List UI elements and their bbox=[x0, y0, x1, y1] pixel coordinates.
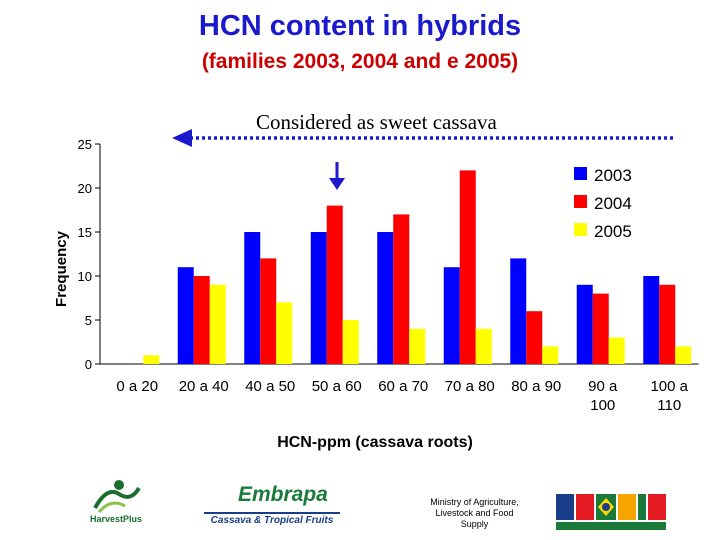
y-tick-label: 20 bbox=[78, 181, 92, 196]
legend-label-2005: 2005 bbox=[594, 222, 632, 241]
bar-2003-9 bbox=[643, 276, 660, 364]
x-tick-label: 100 bbox=[590, 397, 615, 414]
bar-2003-4 bbox=[310, 232, 327, 364]
legend-swatch-2005 bbox=[574, 223, 587, 236]
brazilian-government-logo bbox=[556, 494, 666, 530]
y-tick-label: 10 bbox=[78, 269, 92, 284]
y-tick-label: 5 bbox=[85, 313, 92, 328]
x-tick-label: 110 bbox=[657, 397, 681, 414]
bar-2004-6 bbox=[459, 170, 476, 364]
bar-2005-9 bbox=[675, 346, 692, 364]
bar-2004-2 bbox=[193, 276, 210, 364]
embrapa-logo: Embrapa Cassava & Tropical Fruits bbox=[202, 483, 342, 529]
bar-2005-3 bbox=[276, 302, 293, 364]
bar-2004-4 bbox=[326, 205, 343, 364]
bar-2005-1 bbox=[143, 355, 160, 364]
bar-2005-4 bbox=[342, 320, 359, 364]
bar-2003-8 bbox=[576, 284, 593, 364]
ministry-line-2: Livestock and Food bbox=[435, 508, 514, 518]
bar-2003-3 bbox=[244, 232, 261, 364]
hcn-bar-chart: 0 5 10 15 20 25 Frequency 0 a 20 20 a 40 40 a 50 5… bbox=[53, 129, 699, 451]
chart-subtitle: (families 2003, 2004 and e 2005) bbox=[201, 50, 519, 73]
x-tick-label: 20 a 40 bbox=[179, 378, 229, 395]
y-tick-label: 15 bbox=[78, 225, 92, 240]
bar-2004-9 bbox=[659, 284, 676, 364]
x-tick-label: 0 a 20 bbox=[116, 378, 158, 395]
x-tick-label: 70 a 80 bbox=[445, 378, 495, 395]
bar-2005-7 bbox=[542, 346, 559, 364]
bar-2005-6 bbox=[475, 328, 492, 364]
embrapa-wordmark: Embrapa bbox=[238, 483, 328, 506]
y-tick-label: 0 bbox=[85, 357, 92, 372]
bar-2003-5 bbox=[377, 232, 394, 364]
chart-title: HCN content in hybrids bbox=[198, 10, 522, 42]
bar-2003-6 bbox=[443, 267, 460, 364]
ministry-line-1: Ministry of Agriculture, bbox=[430, 497, 519, 507]
legend-label-2003: 2003 bbox=[594, 166, 632, 185]
embrapa-subtitle: Cassava & Tropical Fruits bbox=[210, 515, 334, 526]
x-tick-label: 50 a 60 bbox=[312, 378, 362, 395]
embrapa-rule bbox=[204, 512, 340, 514]
harvestplus-figure-icon bbox=[93, 480, 141, 514]
bar-2003-7 bbox=[510, 258, 527, 364]
sweet-cassava-annotation: Considered as sweet cassava bbox=[256, 110, 497, 134]
bar-2004-8 bbox=[592, 293, 609, 364]
ministry-line-3: Supply bbox=[460, 519, 489, 529]
bar-2004-5 bbox=[393, 214, 410, 364]
legend-swatch-2004 bbox=[574, 195, 587, 208]
legend-label-2004: 2004 bbox=[594, 194, 632, 213]
harvestplus-wordmark: HarvestPlus bbox=[89, 514, 143, 524]
y-tick-label: 25 bbox=[78, 137, 92, 152]
bar-2004-3 bbox=[260, 258, 277, 364]
bar-2004-7 bbox=[526, 311, 543, 364]
x-axis-label: HCN-ppm (cassava roots) bbox=[277, 434, 473, 451]
bar-2003-2 bbox=[177, 267, 194, 364]
bar-2005-5 bbox=[409, 328, 426, 364]
bar-2005-2 bbox=[209, 284, 226, 364]
brasil-flag-letters-icon bbox=[556, 494, 666, 530]
sweet-cassava-arrowhead bbox=[172, 129, 192, 147]
down-arrow-head bbox=[329, 178, 345, 190]
x-tick-label: 100 a bbox=[650, 378, 688, 395]
x-tick-label: 60 a 70 bbox=[378, 378, 428, 395]
x-tick-label: 40 a 50 bbox=[245, 378, 295, 395]
legend-swatch-2003 bbox=[574, 167, 587, 180]
y-axis-label: Frequency bbox=[53, 230, 70, 307]
bar-2005-8 bbox=[608, 337, 625, 364]
x-tick-label: 90 a bbox=[588, 378, 618, 395]
x-tick-label: 80 a 90 bbox=[511, 378, 561, 395]
harvestplus-logo: HarvestPlus bbox=[85, 478, 147, 534]
ministry-caption: Ministry of Agriculture, Livestock and F… bbox=[412, 497, 537, 530]
